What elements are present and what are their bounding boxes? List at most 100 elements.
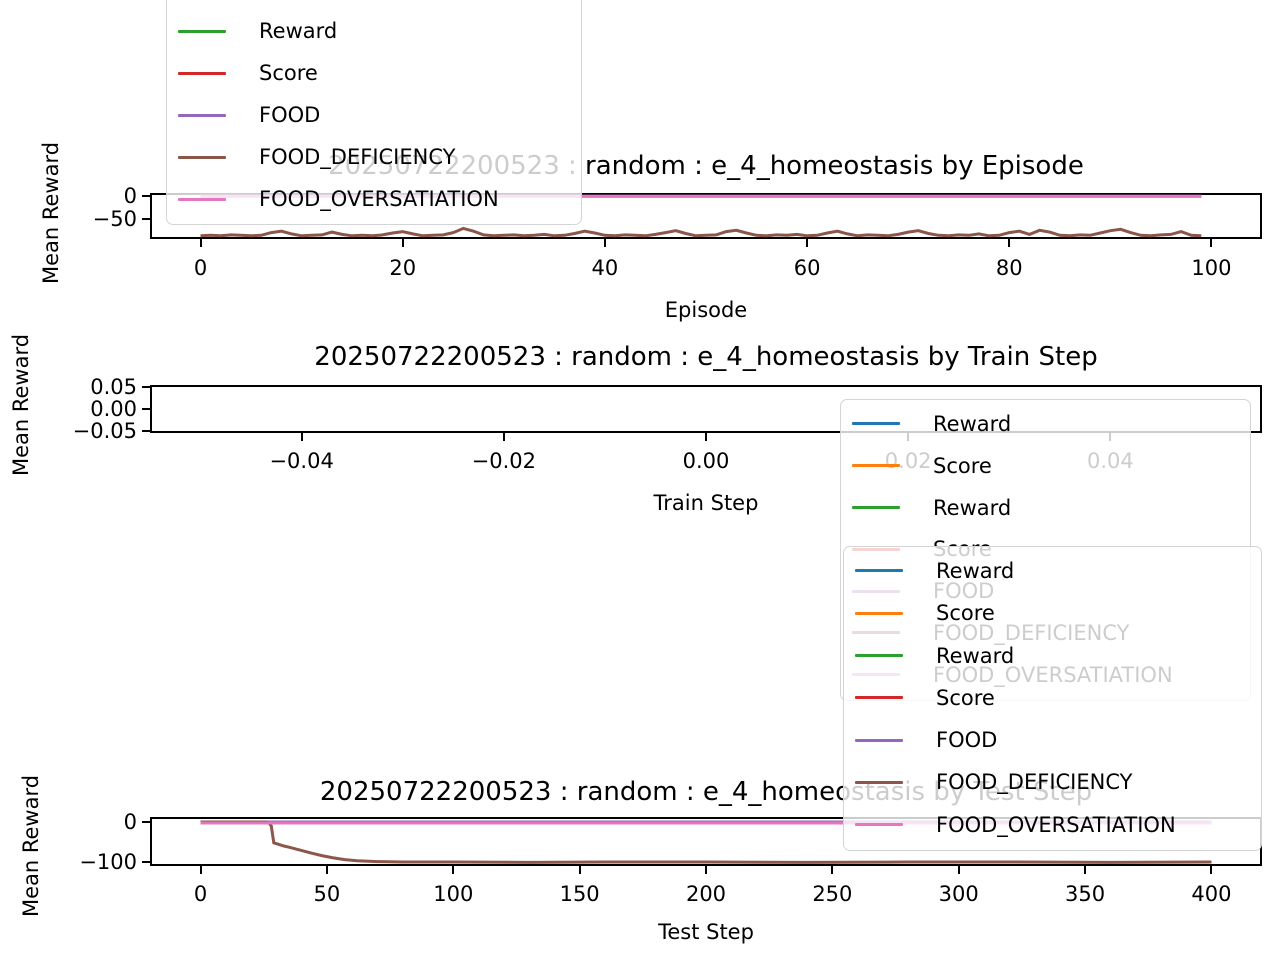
legend-item: Reward	[167, 10, 581, 52]
x-axis-label: Episode	[664, 298, 748, 322]
x-tick	[199, 866, 202, 874]
y-tick-label: 0	[123, 810, 137, 834]
legend-line-sample	[855, 823, 903, 827]
x-tick-label: 0.00	[682, 449, 730, 473]
x-tick	[831, 866, 834, 874]
legend-item-label: Reward	[259, 19, 338, 43]
x-tick	[957, 866, 960, 874]
legend-item-label: Reward	[933, 411, 1012, 436]
legend-item: Score	[167, 52, 581, 94]
x-tick	[401, 239, 404, 247]
legend-item-label: Reward	[936, 558, 1015, 583]
x-tick	[199, 239, 202, 247]
x-tick	[1210, 239, 1213, 247]
legend-item: Score	[167, 0, 581, 10]
x-tick-label: −0.04	[269, 449, 334, 473]
legend-item-label: FOOD	[259, 103, 321, 127]
y-tick	[142, 408, 150, 410]
x-tick	[578, 866, 581, 874]
legend-item-label: Score	[936, 685, 995, 710]
x-tick-label: 350	[1065, 882, 1106, 906]
legend-item: Score	[841, 445, 1250, 487]
legend-line-sample	[178, 113, 226, 117]
legend-item: FOOD_DEFICIENCY	[844, 761, 1261, 803]
legend-line-sample	[178, 71, 226, 75]
y-tick	[142, 861, 150, 863]
x-tick	[1008, 239, 1011, 247]
legend-item-label: FOOD_DEFICIENCY	[259, 145, 456, 169]
x-tick-label: 60	[793, 256, 821, 280]
x-tick	[705, 866, 707, 874]
legend-item-label: FOOD_OVERSATIATION	[936, 812, 1176, 837]
y-tick	[142, 218, 150, 221]
legend-item-label: FOOD	[936, 728, 998, 753]
y-axis-label: Mean Reward	[19, 774, 43, 918]
legend-line-sample	[178, 155, 226, 159]
legend-line-sample	[855, 611, 903, 615]
legend-item-label: Reward	[936, 643, 1015, 668]
legend-line-sample	[855, 696, 903, 700]
legend-item: Reward	[841, 487, 1250, 529]
legend-line-sample	[852, 464, 900, 468]
legend-line-sample	[855, 569, 903, 573]
legend-item-label: FOOD_OVERSATIATION	[259, 187, 499, 211]
y-tick-label: −100	[79, 850, 137, 874]
legend-line-sample	[852, 506, 900, 510]
legend-item: Score	[844, 592, 1261, 634]
x-axis-label: Train Step	[653, 491, 759, 515]
y-tick	[142, 429, 150, 432]
x-tick-label: 200	[685, 882, 727, 906]
legend-item: Reward	[844, 634, 1261, 676]
legend: Reward Score Reward Score FOOD FOOD_DEFICIENC…	[843, 545, 1262, 851]
legend-line-sample	[178, 29, 226, 33]
legend-item-label: Score	[933, 453, 992, 478]
y-tick-label: −50	[92, 207, 137, 232]
x-tick-label: 100	[433, 882, 474, 906]
y-axis-label: Mean Reward	[39, 141, 63, 285]
legend-item: FOOD	[167, 94, 581, 136]
y-tick-label: 0.00	[90, 397, 137, 421]
y-tick-label: 0.05	[90, 375, 137, 400]
legend-line-sample	[852, 422, 900, 426]
legend-line-sample	[178, 197, 226, 201]
x-tick-label: 150	[559, 882, 600, 906]
legend-item-label: Score	[259, 0, 318, 1]
x-tick	[1084, 866, 1087, 874]
legend-line-sample	[855, 738, 903, 742]
x-tick-label: 20	[389, 256, 417, 280]
legend-item-label: Score	[936, 601, 995, 626]
x-tick-label: 0	[193, 882, 208, 906]
legend-item: FOOD_OVERSATIATION	[167, 178, 581, 220]
x-tick-label: 250	[812, 882, 853, 906]
legend-line-sample	[855, 780, 903, 784]
y-tick	[142, 821, 150, 823]
series-line-FOOD_DEFICIENCY	[200, 820, 1212, 864]
x-tick	[1210, 866, 1213, 874]
y-tick	[142, 195, 150, 198]
x-tick	[300, 433, 303, 441]
x-tick	[452, 866, 455, 874]
legend-item: Reward	[841, 403, 1250, 445]
y-tick-label: −0.05	[72, 418, 137, 443]
x-tick-label: 40	[591, 256, 619, 280]
y-tick	[142, 386, 150, 389]
y-axis-label: Mean Reward	[9, 333, 33, 477]
x-tick	[502, 433, 505, 441]
x-tick-label: 0	[193, 256, 208, 280]
x-tick-label: 300	[938, 882, 979, 906]
x-tick-label: 100	[1191, 256, 1232, 280]
x-axis-label: Test Step	[658, 920, 754, 944]
axes-frame	[150, 385, 1262, 433]
chart-title: 20250722200523 : random : e_4_homeostasi…	[314, 342, 1098, 372]
legend-item: FOOD_OVERSATIATION	[844, 804, 1261, 846]
legend: RewardScoreRewardScoreFOODFOOD_DEFICIENC…	[166, 0, 582, 225]
legend-item: FOOD_DEFICIENCY	[167, 136, 581, 178]
x-tick	[705, 433, 707, 441]
x-tick-label: 80	[995, 256, 1023, 280]
legend-item-label: Reward	[933, 495, 1012, 520]
legend-item: Score	[844, 677, 1261, 719]
legend-item-label: FOOD_DEFICIENCY	[936, 770, 1133, 795]
x-tick	[806, 239, 809, 247]
axes-frame	[150, 193, 1262, 239]
